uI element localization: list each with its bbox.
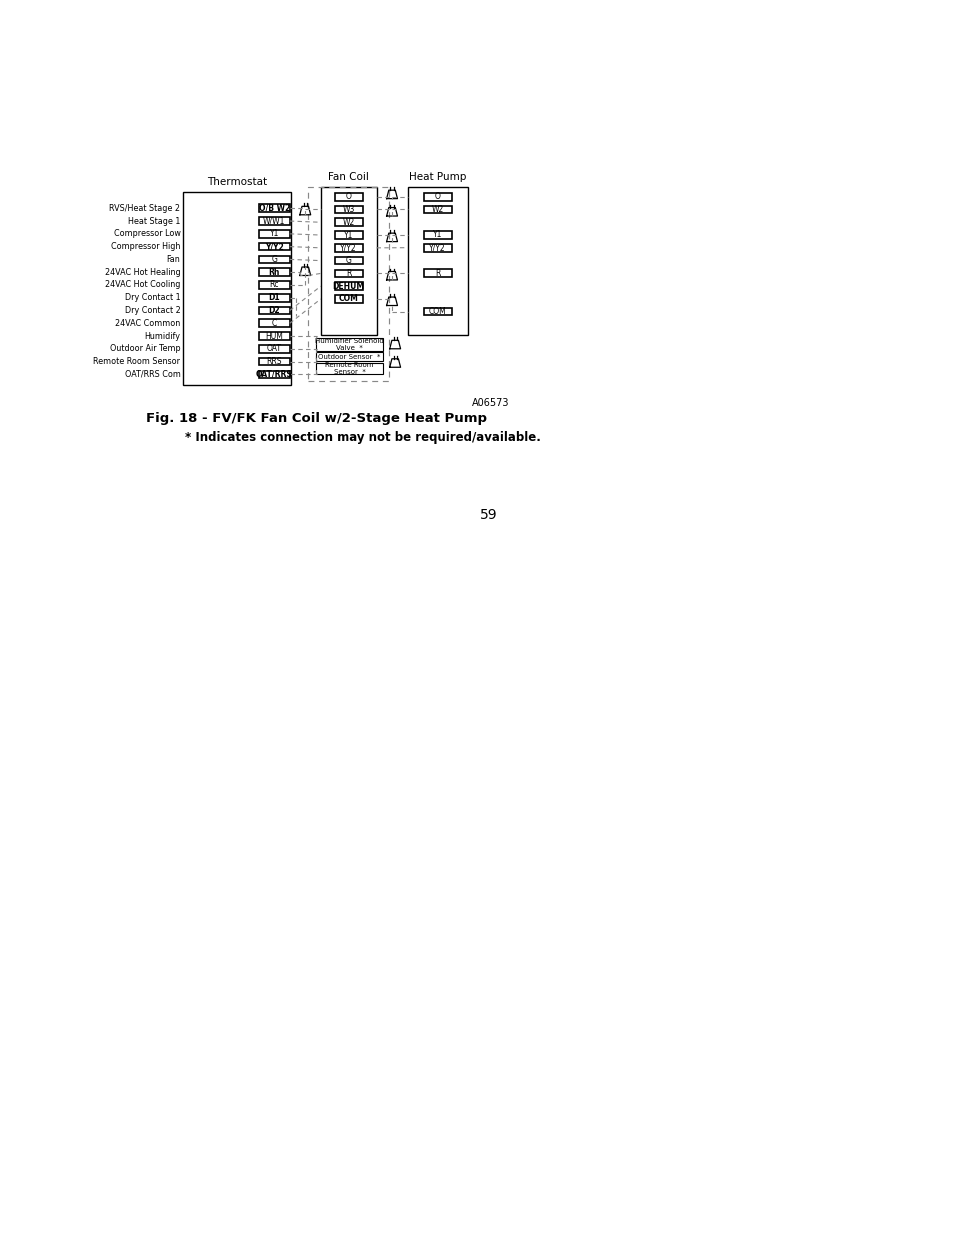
- Text: G: G: [271, 254, 277, 264]
- Text: O: O: [345, 193, 352, 201]
- Text: 24VAC Hot Healing: 24VAC Hot Healing: [105, 268, 180, 277]
- Text: RRS: RRS: [266, 357, 282, 366]
- Bar: [258, 345, 290, 353]
- Text: W2: W2: [431, 205, 443, 214]
- Text: 24VAC Hot Cooling: 24VAC Hot Cooling: [105, 280, 180, 289]
- Text: 24VAC Common: 24VAC Common: [115, 319, 180, 327]
- Bar: [315, 363, 382, 374]
- Text: Heat Pump: Heat Pump: [409, 172, 466, 182]
- Text: G: G: [345, 256, 352, 266]
- Bar: [335, 206, 362, 214]
- Bar: [335, 295, 362, 303]
- Text: Rc: Rc: [269, 280, 278, 289]
- Text: Y1: Y1: [270, 230, 278, 238]
- Text: Y/Y2: Y/Y2: [265, 242, 283, 251]
- Text: Heat Stage 1: Heat Stage 1: [128, 216, 180, 226]
- Text: O: O: [435, 193, 440, 201]
- Text: Humidify: Humidify: [144, 331, 180, 341]
- Text: DEHUM: DEHUM: [333, 282, 364, 290]
- Text: A06573: A06573: [472, 399, 509, 409]
- Text: Compressor High: Compressor High: [111, 242, 180, 251]
- Text: Y/Y2: Y/Y2: [429, 243, 446, 252]
- Text: Rh: Rh: [269, 268, 279, 277]
- Bar: [258, 256, 290, 263]
- Text: Outdoor Air Temp: Outdoor Air Temp: [110, 345, 180, 353]
- Text: R: R: [346, 269, 351, 278]
- Text: C: C: [272, 319, 276, 327]
- Bar: [258, 320, 290, 327]
- Text: D2: D2: [268, 306, 280, 315]
- Text: O/B W2: O/B W2: [258, 204, 290, 212]
- Bar: [335, 245, 362, 252]
- Bar: [183, 193, 291, 385]
- Bar: [335, 193, 362, 200]
- Text: R: R: [435, 268, 440, 278]
- Bar: [258, 358, 290, 366]
- Bar: [423, 206, 452, 214]
- Text: Thermostat: Thermostat: [207, 178, 267, 188]
- Text: Dry Contact 1: Dry Contact 1: [125, 293, 180, 303]
- Bar: [258, 294, 290, 301]
- Bar: [423, 243, 452, 252]
- Bar: [258, 205, 290, 212]
- Text: Humidifier Solenoid
Valve  *: Humidifier Solenoid Valve *: [314, 338, 383, 351]
- Text: HUM: HUM: [265, 331, 283, 341]
- Text: Fan: Fan: [167, 254, 180, 264]
- Text: OAT: OAT: [267, 345, 281, 353]
- Bar: [315, 352, 382, 362]
- Text: Outdoor Sensor  *: Outdoor Sensor *: [318, 354, 380, 359]
- Text: COM: COM: [429, 308, 446, 316]
- Bar: [423, 269, 452, 277]
- Text: Fig. 18 - FV/FK Fan Coil w/2-Stage Heat Pump: Fig. 18 - FV/FK Fan Coil w/2-Stage Heat …: [146, 412, 487, 425]
- Bar: [258, 243, 290, 251]
- Text: W3: W3: [342, 205, 355, 214]
- Text: Y1: Y1: [433, 231, 442, 240]
- Text: OAT/RRS: OAT/RRS: [255, 370, 293, 379]
- Bar: [258, 282, 290, 289]
- Text: OAT/RRS Com: OAT/RRS Com: [125, 370, 180, 379]
- Text: Y/Y2: Y/Y2: [340, 243, 356, 252]
- Text: Remote Room Sensor: Remote Room Sensor: [93, 357, 180, 366]
- Bar: [423, 308, 452, 315]
- Bar: [258, 306, 290, 315]
- Bar: [423, 193, 452, 200]
- Text: Compressor Low: Compressor Low: [113, 230, 180, 238]
- Bar: [423, 231, 452, 238]
- Bar: [315, 338, 382, 351]
- Text: 59: 59: [479, 508, 497, 521]
- Bar: [258, 230, 290, 237]
- Bar: [258, 217, 290, 225]
- Bar: [335, 219, 362, 226]
- Text: Fan Coil: Fan Coil: [328, 172, 369, 182]
- Text: W2: W2: [342, 217, 355, 227]
- Text: W/W1: W/W1: [263, 216, 285, 226]
- Text: RVS/Heat Stage 2: RVS/Heat Stage 2: [110, 204, 180, 212]
- Bar: [335, 269, 362, 277]
- Bar: [258, 370, 290, 378]
- Bar: [335, 283, 362, 290]
- Bar: [407, 186, 468, 335]
- Bar: [335, 231, 362, 238]
- Text: Dry Contact 2: Dry Contact 2: [125, 306, 180, 315]
- Bar: [335, 257, 362, 264]
- Text: Y1: Y1: [344, 231, 353, 240]
- Text: COM: COM: [338, 294, 358, 304]
- Bar: [320, 186, 376, 335]
- Bar: [308, 186, 389, 380]
- Text: D1: D1: [268, 293, 280, 303]
- Bar: [258, 268, 290, 275]
- Text: * Indicates connection may not be required/available.: * Indicates connection may not be requir…: [185, 431, 540, 443]
- Bar: [258, 332, 290, 340]
- Text: Remote Room
Sensor  *: Remote Room Sensor *: [325, 362, 374, 375]
